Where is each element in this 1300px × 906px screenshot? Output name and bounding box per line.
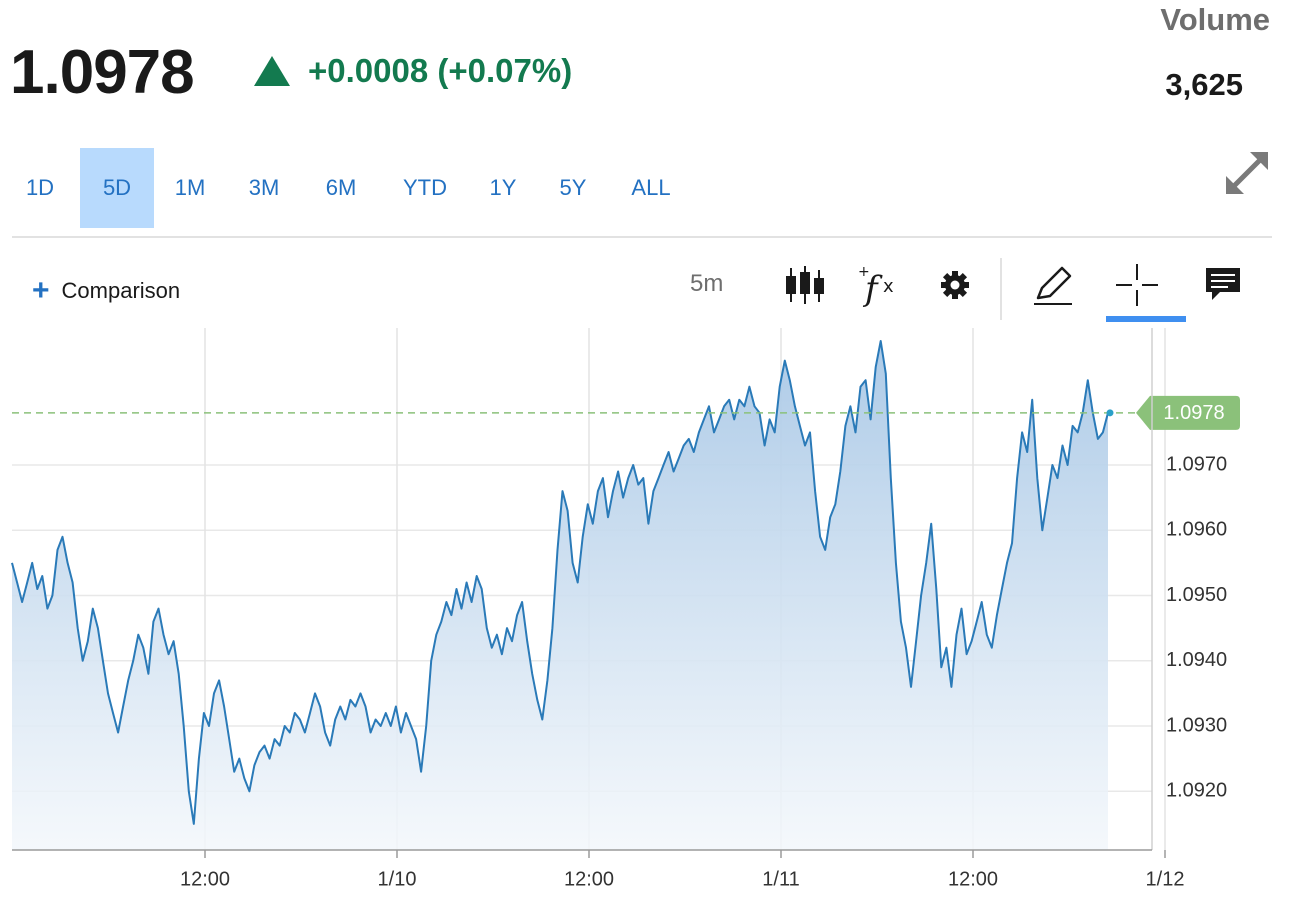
y-tick-label: 1.0920	[1166, 780, 1227, 802]
triangle-up-icon	[254, 56, 290, 86]
candlestick-icon[interactable]	[782, 262, 828, 308]
volume-value: 3,625	[1165, 67, 1243, 102]
range-5d[interactable]: 5D	[80, 148, 154, 228]
comment-icon[interactable]	[1200, 262, 1246, 308]
range-1y[interactable]: 1Y	[489, 175, 517, 200]
y-axis: 1.0920 1.0930 1.0940 1.0950 1.0960 1.0970	[1166, 453, 1227, 801]
svg-text:+: +	[858, 264, 870, 280]
range-1m[interactable]: 1M	[174, 175, 206, 200]
x-tick-label: 12:00	[948, 868, 998, 890]
toolbar-separator	[1000, 258, 1002, 320]
y-tick-label: 1.0930	[1166, 714, 1227, 736]
range-all[interactable]: ALL	[631, 175, 671, 200]
price-chart[interactable]: 1.0920 1.0930 1.0940 1.0950 1.0960 1.0970 12:…	[0, 325, 1300, 906]
last-price-badge: 1.0978	[1136, 395, 1240, 430]
range-selector: 1D 5D 1M 3M 6M YTD 1Y 5Y ALL	[0, 148, 692, 228]
pencil-icon[interactable]	[1030, 262, 1076, 308]
last-price-label: 1.0978	[1163, 402, 1224, 424]
y-tick-label: 1.0940	[1166, 649, 1227, 671]
range-5y[interactable]: 5Y	[559, 175, 587, 200]
range-6m[interactable]: 6M	[325, 175, 357, 200]
expand-icon[interactable]	[1220, 146, 1274, 200]
x-axis: 12:00 1/10 12:00 1/11 12:00 1/12	[180, 850, 1185, 890]
comparison-label: Comparison	[61, 278, 181, 303]
svg-text:x: x	[883, 276, 894, 297]
price-change: +0.0008 (+0.07%)	[308, 52, 573, 89]
range-3m[interactable]: 3M	[248, 175, 280, 200]
series-area	[12, 341, 1108, 850]
range-ytd[interactable]: YTD	[403, 175, 447, 200]
x-tick-label: 12:00	[564, 868, 614, 890]
comparison-button[interactable]: + Comparison	[32, 276, 180, 306]
last-price-dot	[1106, 409, 1114, 417]
svg-text:f: f	[862, 269, 883, 308]
series-line	[11, 340, 1109, 825]
active-tool-indicator	[1106, 316, 1186, 322]
y-tick-label: 1.0960	[1166, 519, 1227, 541]
range-1d[interactable]: 1D	[25, 175, 55, 200]
y-tick-label: 1.0950	[1166, 584, 1227, 606]
x-tick-label: 1/10	[378, 868, 417, 890]
x-tick-label: 1/12	[1146, 868, 1185, 890]
last-price: 1.0978	[10, 38, 195, 107]
y-tick-label: 1.0970	[1166, 453, 1227, 475]
crosshair-icon[interactable]	[1114, 262, 1160, 308]
change-group: +0.0008 (+0.07%)	[254, 52, 572, 90]
interval-select[interactable]: 5m	[690, 270, 724, 297]
x-tick-label: 1/11	[762, 868, 799, 890]
header-divider	[12, 236, 1272, 238]
studies-fx-icon[interactable]: + f x	[856, 262, 902, 308]
gear-icon[interactable]	[932, 262, 978, 308]
volume-label: Volume	[1160, 2, 1270, 37]
plus-icon: +	[32, 274, 50, 307]
x-tick-label: 12:00	[180, 868, 230, 890]
